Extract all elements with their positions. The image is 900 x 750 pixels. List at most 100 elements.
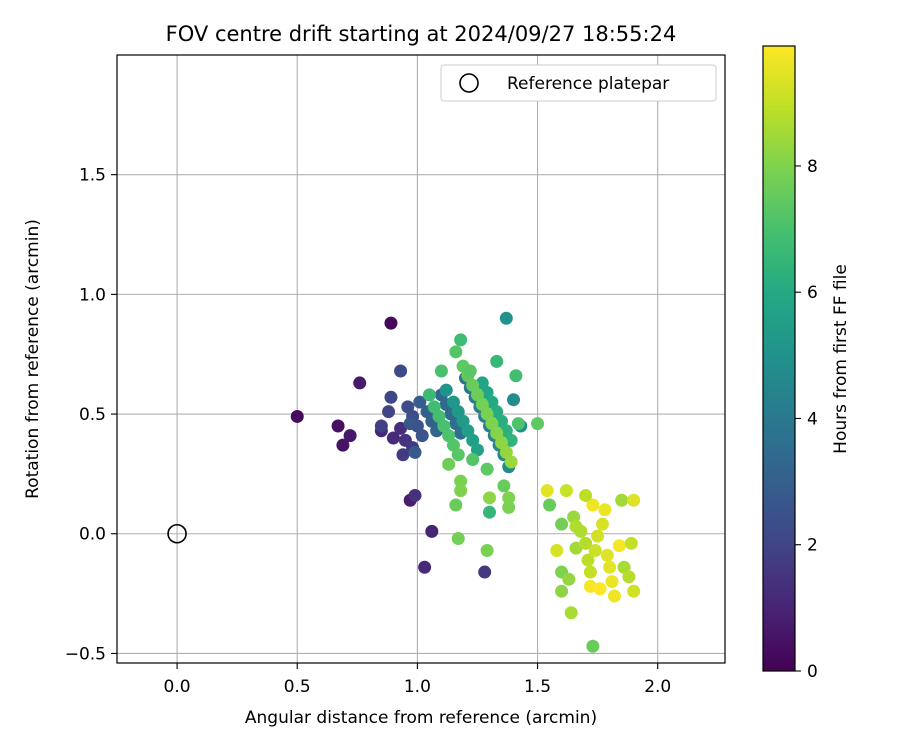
y-tick-label: 1.0	[79, 285, 106, 305]
data-point	[581, 553, 595, 567]
x-tick-label: 0.0	[164, 677, 191, 697]
data-point	[555, 584, 569, 598]
colorbar	[762, 45, 796, 672]
plot-area-frame	[116, 54, 726, 664]
colorbar-tick-label: 4	[807, 409, 818, 429]
data-point	[579, 488, 593, 502]
data-point	[480, 543, 494, 557]
data-point	[511, 417, 525, 431]
data-point	[394, 421, 408, 435]
data-point	[490, 426, 504, 440]
data-point	[456, 414, 470, 428]
data-point	[408, 445, 422, 459]
data-point	[598, 503, 612, 517]
legend-label: Reference platepar	[507, 74, 669, 94]
data-point	[595, 517, 609, 531]
data-point	[446, 438, 460, 452]
chart-title: FOV centre drift starting at 2024/09/27 …	[166, 22, 677, 46]
data-point	[386, 431, 400, 445]
data-point	[437, 419, 451, 433]
data-point	[475, 397, 489, 411]
data-point	[442, 457, 456, 471]
legend-box	[440, 64, 717, 102]
legend-marker	[459, 73, 479, 93]
data-point	[439, 383, 453, 397]
data-point	[478, 565, 492, 579]
data-point	[485, 417, 499, 431]
data-point	[555, 517, 569, 531]
data-point	[461, 424, 475, 438]
y-tick-label: 1.5	[79, 166, 106, 186]
legend: Reference platepar	[440, 64, 717, 102]
data-point	[480, 407, 494, 421]
data-point	[413, 395, 427, 409]
colorbar-label: Hours from first FF file	[831, 264, 851, 454]
data-point	[612, 539, 626, 553]
data-point	[470, 443, 484, 457]
x-tick-label: 1.5	[524, 677, 551, 697]
x-tick-label: 2.0	[644, 677, 671, 697]
x-tick-label: 0.5	[284, 677, 311, 697]
data-point	[579, 536, 593, 550]
colorbar-ticks: 0 2 4 6 8	[795, 157, 818, 682]
data-point	[569, 541, 583, 555]
y-tick-label: 0.0	[79, 525, 106, 545]
grid	[117, 55, 725, 663]
data-point	[454, 333, 468, 347]
data-point	[564, 606, 578, 620]
data-point	[394, 364, 408, 378]
y-tick-label: 0.5	[79, 405, 106, 425]
data-point	[434, 364, 448, 378]
data-point	[401, 400, 415, 414]
data-point	[600, 548, 614, 562]
y-axis-ticks: −0.5 0.0 0.5 1.0 1.5	[65, 166, 117, 664]
data-point	[593, 582, 607, 596]
data-point	[605, 575, 619, 589]
data-point	[588, 543, 602, 557]
data-point	[451, 448, 465, 462]
data-point	[432, 409, 446, 423]
colorbar-tick-label: 8	[807, 157, 818, 177]
data-point	[451, 405, 465, 419]
data-point	[482, 491, 496, 505]
data-point	[449, 498, 463, 512]
data-point	[509, 369, 523, 383]
data-point	[408, 488, 422, 502]
data-point	[583, 565, 597, 579]
data-point	[586, 639, 600, 653]
data-point	[454, 484, 468, 498]
data-point	[331, 419, 345, 433]
data-point	[343, 429, 357, 443]
data-point	[531, 417, 545, 431]
y-axis-label: Rotation from reference (arcmin)	[23, 219, 43, 499]
data-point	[502, 491, 516, 505]
y-tick-label: −0.5	[65, 644, 106, 664]
data-point	[427, 400, 441, 414]
colorbar-tick-label: 2	[807, 536, 818, 556]
data-point	[403, 417, 417, 431]
data-point	[495, 436, 509, 450]
x-tick-label: 1.0	[404, 677, 431, 697]
data-point	[569, 520, 583, 534]
data-point	[415, 429, 429, 443]
data-point	[374, 419, 388, 433]
data-point	[422, 388, 436, 402]
data-point	[499, 311, 513, 325]
data-point	[384, 316, 398, 330]
data-point	[466, 433, 480, 447]
data-point	[627, 493, 641, 507]
data-point	[480, 462, 494, 476]
data-point	[482, 505, 496, 519]
data-point	[446, 395, 460, 409]
data-point	[499, 445, 513, 459]
data-point	[540, 484, 554, 498]
data-point	[497, 479, 511, 493]
data-point	[559, 484, 573, 498]
data-point	[454, 474, 468, 488]
data-point	[463, 364, 477, 378]
data-point	[627, 584, 641, 598]
data-point	[507, 393, 521, 407]
data-point	[290, 409, 304, 423]
reference-platepar-marker	[167, 523, 187, 544]
data-point	[617, 560, 631, 574]
